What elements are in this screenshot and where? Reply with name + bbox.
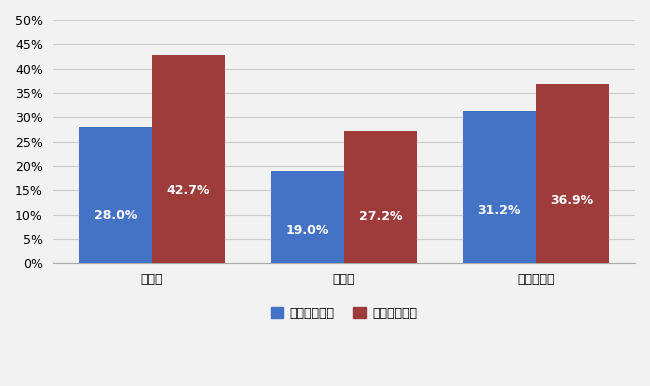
Bar [463,112,536,263]
Text: 36.9%: 36.9% [551,194,593,207]
Text: 19.0%: 19.0% [286,224,329,237]
Bar [271,171,344,263]
Bar [344,131,417,263]
Text: 28.0%: 28.0% [94,209,137,222]
Text: 31.2%: 31.2% [478,203,521,217]
Bar [152,56,225,263]
Text: 27.2%: 27.2% [359,210,402,223]
Legend: 新規大学卒業, 新規高校卒業: 新規大学卒業, 新規高校卒業 [266,302,422,325]
Bar [536,84,608,263]
Bar [79,127,152,263]
Text: 42.7%: 42.7% [167,184,210,197]
